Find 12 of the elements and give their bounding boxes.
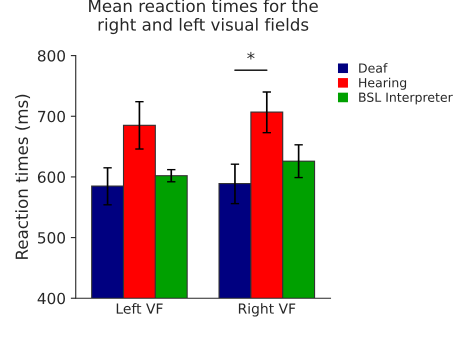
y-tick-label: 700 (38, 110, 65, 122)
legend-label: BSL Interpreter (359, 92, 453, 104)
x-tick-label: Left VF (116, 303, 163, 314)
y-tick-label: 800 (38, 50, 65, 62)
legend-label: Deaf (359, 63, 388, 73)
legend-label: Hearing (359, 78, 406, 90)
y-tick-label: 600 (38, 171, 65, 183)
y-axis-title: Reaction times (ms) (15, 94, 30, 259)
x-tick-label: Right VF (238, 303, 296, 317)
annotation: * (247, 52, 255, 60)
y-tick-label: 500 (38, 232, 65, 244)
y-tick-label: 400 (38, 292, 65, 304)
